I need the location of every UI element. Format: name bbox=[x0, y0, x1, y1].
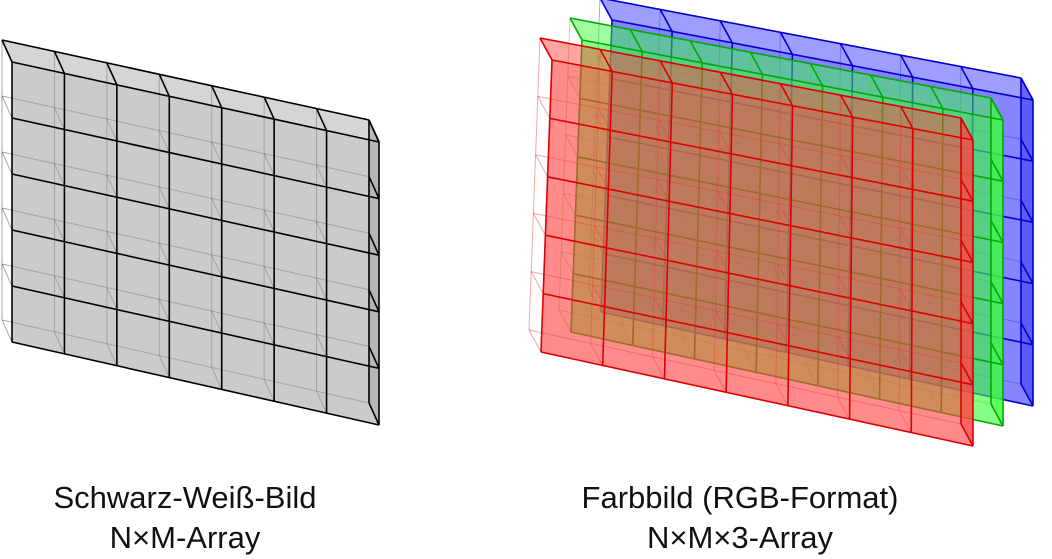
grayscale-layer-cell-edges bbox=[1, 39, 380, 426]
rgb-title: Farbbild (RGB-Format) bbox=[581, 480, 899, 515]
grayscale-caption: Schwarz-Weiß-Bild N×M-Array bbox=[10, 478, 360, 558]
grayscale-subtitle: N×M-Array bbox=[109, 520, 261, 555]
rgb-layer-b-top-face bbox=[601, 0, 1033, 100]
rgb-caption: Farbbild (RGB-Format) N×M×3-Array bbox=[540, 478, 940, 558]
grayscale-layer-top-face bbox=[2, 40, 379, 142]
grayscale-title: Schwarz-Weiß-Bild bbox=[53, 480, 317, 515]
rgb-layer-r-front-face bbox=[541, 60, 973, 446]
rgb-layer-r bbox=[528, 37, 974, 447]
grayscale-layer-front-face bbox=[12, 62, 379, 425]
rgb-layer-g-top-face bbox=[570, 18, 1003, 120]
grayscale-array-block bbox=[1, 39, 380, 426]
rgb-subtitle: N×M×3-Array bbox=[646, 520, 834, 555]
rgb-layer-r-cell-edges bbox=[539, 37, 974, 447]
rgb-layer-r-top-face bbox=[540, 38, 973, 140]
grayscale-layer bbox=[1, 39, 380, 426]
rgb-array-block bbox=[528, 0, 1034, 447]
